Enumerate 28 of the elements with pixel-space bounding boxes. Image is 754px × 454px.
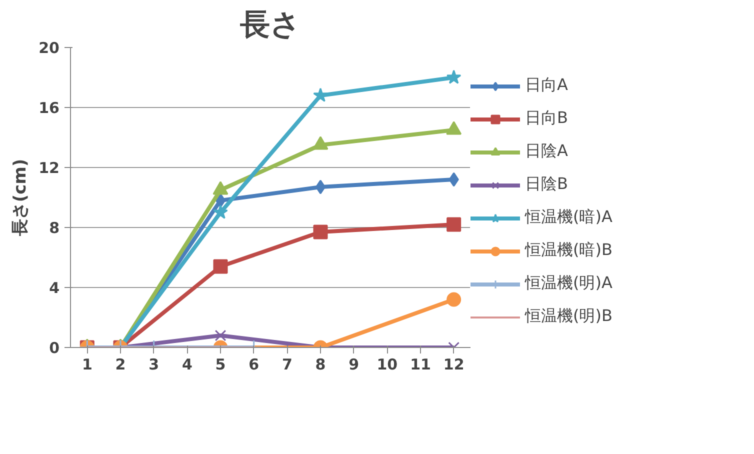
- legend-label: 恒温機(明)A: [525, 273, 612, 294]
- y-tick-label: 4: [49, 279, 60, 297]
- y-tick-label: 8: [49, 219, 60, 237]
- legend-label: 恒温機(明)B: [525, 306, 612, 327]
- x-tick-label: 8: [315, 356, 326, 374]
- x-tick-label: 6: [248, 356, 260, 374]
- x-tick-label: 4: [182, 356, 192, 374]
- x-tick-label: 10: [376, 356, 398, 374]
- x-tick-label: 3: [148, 356, 160, 374]
- legend-label: 日向B: [525, 108, 568, 129]
- x-tick-label: 7: [282, 356, 292, 374]
- x-tick-label: 9: [348, 356, 360, 374]
- legend-label: 日向A: [525, 75, 568, 96]
- legend-label: 恒温機(暗)A: [525, 207, 612, 228]
- legend-label: 日陰A: [525, 141, 568, 162]
- x-tick-label: 11: [410, 356, 431, 374]
- y-tick-label: 12: [38, 159, 60, 177]
- y-tick-label: 0: [49, 339, 60, 357]
- y-axis-title: 長さ(cm): [10, 158, 31, 238]
- x-tick-label: 12: [443, 356, 464, 374]
- chart-title: 長さ: [239, 8, 301, 42]
- y-tick-label: 20: [38, 39, 60, 57]
- x-tick-label: 2: [115, 356, 126, 374]
- legend-label: 日陰B: [525, 174, 568, 195]
- y-tick-label: 16: [38, 99, 60, 117]
- x-tick-label: 5: [215, 356, 226, 374]
- legend-label: 恒温機(暗)B: [525, 240, 612, 261]
- x-tick-label: 1: [82, 356, 92, 374]
